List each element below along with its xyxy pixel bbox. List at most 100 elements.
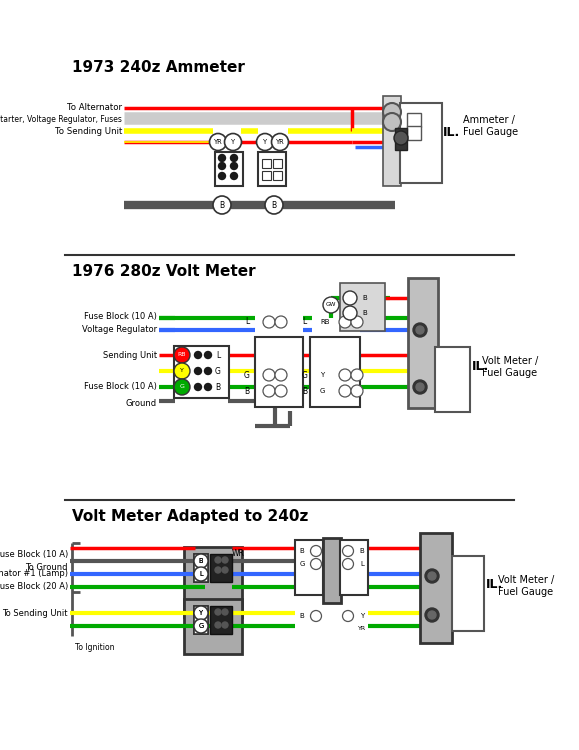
Circle shape	[351, 369, 363, 381]
Circle shape	[215, 622, 221, 628]
Text: To Ground: To Ground	[25, 563, 68, 572]
Circle shape	[323, 297, 339, 313]
Text: YR: YR	[214, 139, 222, 145]
Text: To Fuse Block (20 A): To Fuse Block (20 A)	[0, 583, 68, 592]
Circle shape	[222, 622, 228, 628]
Bar	[310, 337, 360, 407]
Circle shape	[428, 572, 436, 580]
Circle shape	[263, 385, 275, 397]
Text: RB: RB	[178, 352, 186, 358]
Circle shape	[218, 154, 225, 161]
Bar	[174, 346, 229, 398]
Bar	[194, 606, 208, 634]
Circle shape	[194, 606, 208, 620]
Circle shape	[194, 619, 208, 633]
Circle shape	[310, 559, 321, 569]
Circle shape	[425, 608, 439, 622]
Bar	[383, 96, 401, 186]
Circle shape	[218, 172, 225, 179]
Circle shape	[215, 557, 221, 563]
Text: Ammeter /
Fuel Gauge: Ammeter / Fuel Gauge	[463, 116, 518, 136]
Text: Volt Meter Adapted to 240z: Volt Meter Adapted to 240z	[72, 509, 309, 524]
Circle shape	[194, 554, 208, 568]
Text: Y: Y	[263, 139, 267, 145]
Circle shape	[215, 609, 221, 615]
Text: G: G	[199, 623, 204, 629]
Bar	[323, 538, 341, 603]
Text: B: B	[219, 200, 225, 209]
Bar	[215, 152, 243, 186]
Text: L: L	[199, 571, 203, 577]
Text: B: B	[199, 558, 203, 564]
Text: To Alternator: To Alternator	[67, 104, 122, 112]
Circle shape	[174, 379, 190, 395]
Circle shape	[339, 316, 351, 328]
Circle shape	[425, 569, 439, 583]
Text: Ground: Ground	[126, 398, 157, 407]
Bar	[210, 554, 232, 582]
Text: G: G	[320, 388, 325, 394]
Circle shape	[194, 567, 208, 581]
Bar	[273, 159, 282, 168]
Circle shape	[343, 306, 357, 320]
Circle shape	[195, 368, 201, 374]
Bar	[194, 554, 208, 582]
Circle shape	[194, 606, 208, 620]
Bar	[273, 171, 282, 180]
Circle shape	[194, 567, 208, 581]
Circle shape	[263, 316, 275, 328]
Circle shape	[343, 559, 354, 569]
Bar	[194, 606, 208, 634]
Circle shape	[272, 134, 288, 151]
Text: Y: Y	[180, 368, 184, 374]
Text: B: B	[362, 310, 367, 316]
Circle shape	[275, 316, 287, 328]
Text: Y: Y	[199, 610, 203, 616]
Text: Volt Meter /
Fuel Gauge: Volt Meter / Fuel Gauge	[482, 356, 538, 378]
Bar	[420, 533, 452, 643]
Circle shape	[416, 326, 424, 334]
Circle shape	[343, 610, 354, 622]
Text: B: B	[215, 382, 221, 392]
Text: To Sending Unit: To Sending Unit	[2, 608, 68, 617]
Text: Volt Meter /
Fuel Gauge: Volt Meter / Fuel Gauge	[498, 575, 554, 597]
Text: Fuse Block (10 A): Fuse Block (10 A)	[84, 313, 157, 322]
Bar	[400, 103, 442, 183]
Circle shape	[275, 369, 287, 381]
Text: To Alternator #1 (Lamp): To Alternator #1 (Lamp)	[0, 569, 68, 578]
Circle shape	[194, 619, 208, 633]
Bar	[184, 599, 242, 654]
Text: G: G	[299, 561, 305, 567]
Circle shape	[218, 163, 225, 170]
Bar	[262, 159, 271, 168]
Circle shape	[230, 154, 237, 161]
Text: WR: WR	[232, 548, 244, 557]
Bar	[184, 547, 242, 617]
Circle shape	[174, 347, 190, 363]
Text: B: B	[299, 548, 305, 554]
Circle shape	[339, 369, 351, 381]
Text: To Fuse Block (10 A): To Fuse Block (10 A)	[0, 550, 68, 560]
Circle shape	[222, 557, 228, 563]
Circle shape	[413, 380, 427, 394]
Text: B: B	[302, 386, 307, 395]
Circle shape	[413, 323, 427, 337]
Circle shape	[230, 163, 237, 170]
Circle shape	[351, 385, 363, 397]
Circle shape	[195, 383, 201, 391]
Bar	[340, 283, 385, 331]
Circle shape	[204, 352, 211, 358]
Text: Y: Y	[360, 613, 364, 619]
Circle shape	[256, 134, 273, 151]
Circle shape	[210, 134, 226, 151]
Text: To Starter, Voltage Regulator, Fuses: To Starter, Voltage Regulator, Fuses	[0, 115, 122, 124]
Text: L: L	[199, 571, 203, 577]
Text: IL.: IL.	[472, 361, 489, 374]
Circle shape	[383, 113, 401, 131]
Circle shape	[343, 545, 354, 556]
Circle shape	[416, 383, 424, 391]
Circle shape	[310, 545, 321, 556]
Circle shape	[428, 611, 436, 619]
Bar	[408, 278, 438, 408]
Bar	[295, 540, 323, 595]
